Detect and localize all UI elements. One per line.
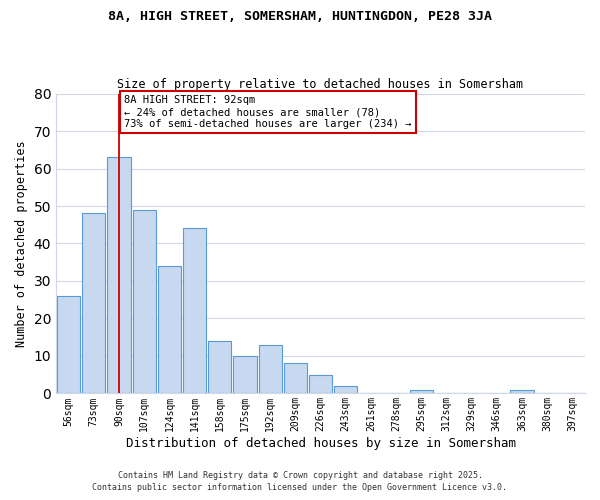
Bar [57,296,80,394]
Bar [334,386,357,394]
Bar [133,210,156,394]
Text: Contains HM Land Registry data © Crown copyright and database right 2025.
Contai: Contains HM Land Registry data © Crown c… [92,471,508,492]
Text: 8A, HIGH STREET, SOMERSHAM, HUNTINGDON, PE28 3JA: 8A, HIGH STREET, SOMERSHAM, HUNTINGDON, … [108,10,492,23]
Bar [158,266,181,394]
Bar [259,344,282,394]
Bar [233,356,257,394]
Title: Size of property relative to detached houses in Somersham: Size of property relative to detached ho… [118,78,524,91]
Bar [208,341,232,394]
Y-axis label: Number of detached properties: Number of detached properties [15,140,28,347]
Bar [309,374,332,394]
Bar [82,214,106,394]
Bar [107,158,131,394]
Text: 8A HIGH STREET: 92sqm
← 24% of detached houses are smaller (78)
73% of semi-deta: 8A HIGH STREET: 92sqm ← 24% of detached … [124,96,412,128]
Bar [183,228,206,394]
Bar [511,390,533,394]
Bar [410,390,433,394]
Bar [284,364,307,394]
X-axis label: Distribution of detached houses by size in Somersham: Distribution of detached houses by size … [125,437,515,450]
